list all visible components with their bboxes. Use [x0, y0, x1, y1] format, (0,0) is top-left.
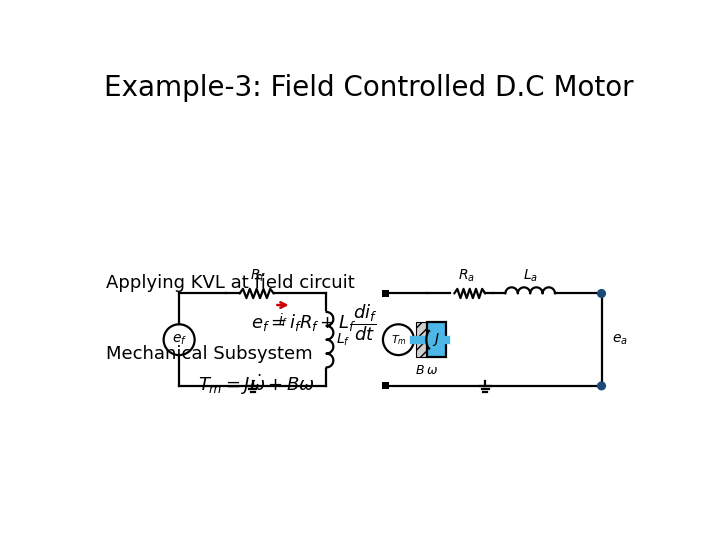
Text: $T_m$: $T_m$: [390, 333, 406, 347]
Text: $T_m = J\dot{\omega} + B\omega$: $T_m = J\dot{\omega} + B\omega$: [198, 373, 315, 397]
Circle shape: [598, 382, 606, 390]
Bar: [416, 322, 427, 357]
Bar: [382, 382, 389, 389]
Text: $L_a$: $L_a$: [523, 268, 538, 284]
Text: $R_f$: $R_f$: [250, 268, 266, 284]
Bar: [382, 289, 389, 296]
Text: $R_a$: $R_a$: [458, 268, 475, 284]
Circle shape: [598, 289, 606, 298]
Text: $J$: $J$: [433, 331, 441, 348]
Text: $\omega$: $\omega$: [426, 363, 438, 376]
Text: $L_f$: $L_f$: [336, 332, 350, 348]
Text: Applying KVL at field circuit: Applying KVL at field circuit: [106, 274, 354, 292]
Text: $e_f$: $e_f$: [171, 333, 186, 347]
Bar: [427, 322, 446, 357]
Text: $B$: $B$: [415, 363, 425, 376]
Text: Example-3: Field Controlled D.C Motor: Example-3: Field Controlled D.C Motor: [104, 74, 634, 102]
Text: Mechanical Subsystem: Mechanical Subsystem: [106, 345, 312, 363]
Text: $i_f$: $i_f$: [278, 311, 288, 329]
Text: $e_a$: $e_a$: [611, 333, 627, 347]
Text: $e_f = i_f R_f + L_f \dfrac{di_f}{dt}$: $e_f = i_f R_f + L_f \dfrac{di_f}{dt}$: [251, 302, 378, 342]
